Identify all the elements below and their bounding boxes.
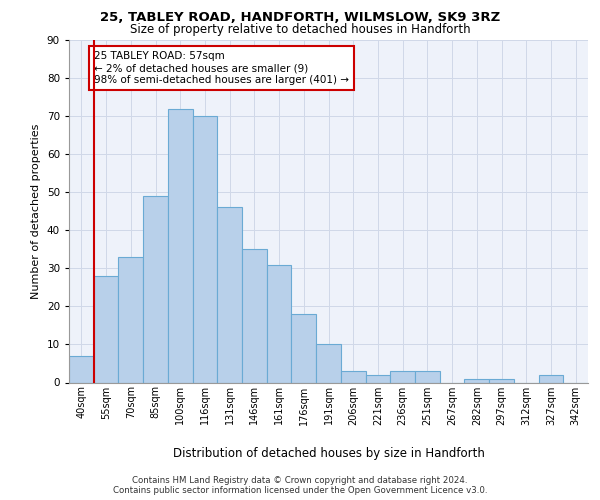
Bar xyxy=(168,108,193,382)
Bar xyxy=(415,371,440,382)
Bar xyxy=(242,250,267,382)
Bar xyxy=(365,375,390,382)
Bar xyxy=(267,264,292,382)
Text: Size of property relative to detached houses in Handforth: Size of property relative to detached ho… xyxy=(130,22,470,36)
Bar xyxy=(539,375,563,382)
Bar xyxy=(316,344,341,383)
Text: 25, TABLEY ROAD, HANDFORTH, WILMSLOW, SK9 3RZ: 25, TABLEY ROAD, HANDFORTH, WILMSLOW, SK… xyxy=(100,11,500,24)
Text: Distribution of detached houses by size in Handforth: Distribution of detached houses by size … xyxy=(173,448,485,460)
Bar xyxy=(69,356,94,382)
Bar xyxy=(292,314,316,382)
Y-axis label: Number of detached properties: Number of detached properties xyxy=(31,124,41,299)
Text: 25 TABLEY ROAD: 57sqm
← 2% of detached houses are smaller (9)
98% of semi-detach: 25 TABLEY ROAD: 57sqm ← 2% of detached h… xyxy=(94,52,349,84)
Bar xyxy=(390,371,415,382)
Bar xyxy=(143,196,168,382)
Text: Contains HM Land Registry data © Crown copyright and database right 2024.
Contai: Contains HM Land Registry data © Crown c… xyxy=(113,476,487,495)
Bar xyxy=(464,378,489,382)
Bar xyxy=(94,276,118,382)
Bar xyxy=(193,116,217,382)
Bar xyxy=(118,257,143,382)
Bar xyxy=(489,378,514,382)
Bar xyxy=(341,371,365,382)
Bar xyxy=(217,208,242,382)
